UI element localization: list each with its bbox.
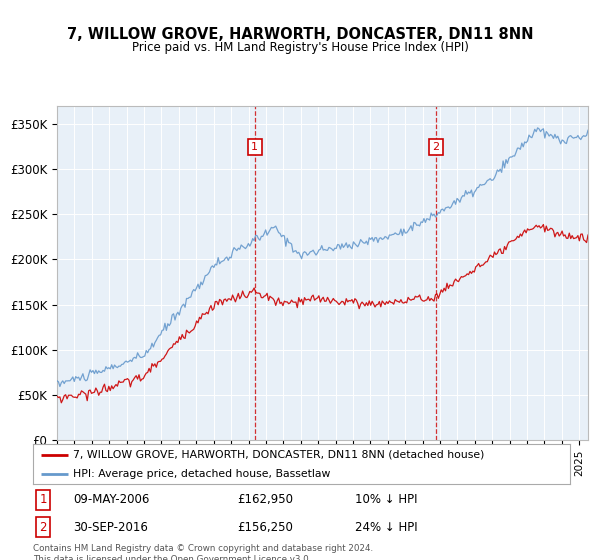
Text: £156,250: £156,250 [237, 521, 293, 534]
Text: 24% ↓ HPI: 24% ↓ HPI [355, 521, 418, 534]
Text: 2: 2 [40, 521, 47, 534]
Text: 1: 1 [40, 493, 47, 506]
Text: 7, WILLOW GROVE, HARWORTH, DONCASTER, DN11 8NN (detached house): 7, WILLOW GROVE, HARWORTH, DONCASTER, DN… [73, 450, 485, 460]
Text: HPI: Average price, detached house, Bassetlaw: HPI: Average price, detached house, Bass… [73, 469, 331, 478]
Text: 2: 2 [432, 142, 439, 152]
Text: 7, WILLOW GROVE, HARWORTH, DONCASTER, DN11 8NN: 7, WILLOW GROVE, HARWORTH, DONCASTER, DN… [67, 27, 533, 42]
Text: 09-MAY-2006: 09-MAY-2006 [73, 493, 149, 506]
Text: 1: 1 [251, 142, 258, 152]
Text: 30-SEP-2016: 30-SEP-2016 [73, 521, 148, 534]
Text: Price paid vs. HM Land Registry's House Price Index (HPI): Price paid vs. HM Land Registry's House … [131, 40, 469, 54]
Text: £162,950: £162,950 [237, 493, 293, 506]
Text: Contains HM Land Registry data © Crown copyright and database right 2024.
This d: Contains HM Land Registry data © Crown c… [33, 544, 373, 560]
Text: 10% ↓ HPI: 10% ↓ HPI [355, 493, 418, 506]
